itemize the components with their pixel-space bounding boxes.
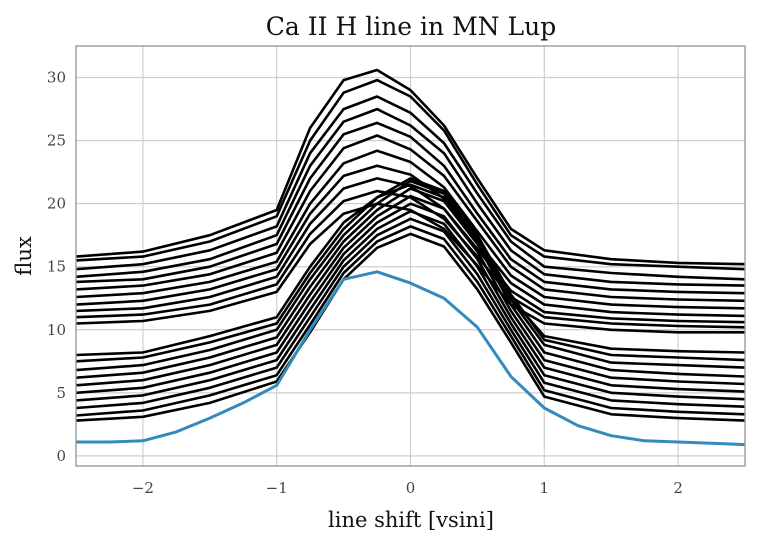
- spectrum-line: [75, 68, 746, 266]
- spectrum-line: [75, 78, 746, 271]
- series-layer: [75, 68, 746, 447]
- spectrum-line: [75, 164, 746, 318]
- spectrum-line: [75, 183, 746, 357]
- spectrum-line: [75, 134, 746, 303]
- x-tick-label: −1: [266, 479, 288, 497]
- spectrum-line: [75, 202, 746, 395]
- x-tick-label: 0: [406, 479, 416, 497]
- plot-frame: [75, 45, 746, 467]
- x-tick-label: 2: [673, 479, 683, 497]
- spectrum-line: [75, 121, 746, 295]
- spectrum-line: [75, 209, 746, 402]
- spectrum-line: [75, 194, 746, 387]
- y-tick-label: 10: [47, 321, 66, 339]
- y-axis-label: flux: [12, 236, 36, 276]
- spectrum-line: [75, 232, 746, 422]
- spectrum-line: [75, 225, 746, 417]
- y-tick-label: 30: [47, 69, 66, 87]
- spectrum-line: [75, 187, 746, 379]
- spectrum-line: [75, 95, 746, 281]
- spectrum-line: [75, 177, 746, 363]
- spectrum-line: [75, 107, 746, 287]
- spectrum-line: [75, 179, 746, 372]
- x-axis-label: line shift [vsini]: [328, 508, 494, 532]
- y-tick-label: 25: [47, 132, 66, 150]
- reference-line: [76, 270, 746, 447]
- chart-title: Ca II H line in MN Lup: [266, 12, 556, 41]
- x-tick-label: −2: [132, 479, 154, 497]
- spectrum-line: [75, 149, 746, 310]
- y-tick-label: 15: [47, 258, 66, 276]
- y-tick-label: 0: [56, 447, 66, 465]
- x-tick-label: 1: [540, 479, 550, 497]
- y-tick-label: 5: [56, 384, 66, 402]
- y-tick-label: 20: [47, 195, 66, 213]
- spectrum-line: [75, 217, 746, 410]
